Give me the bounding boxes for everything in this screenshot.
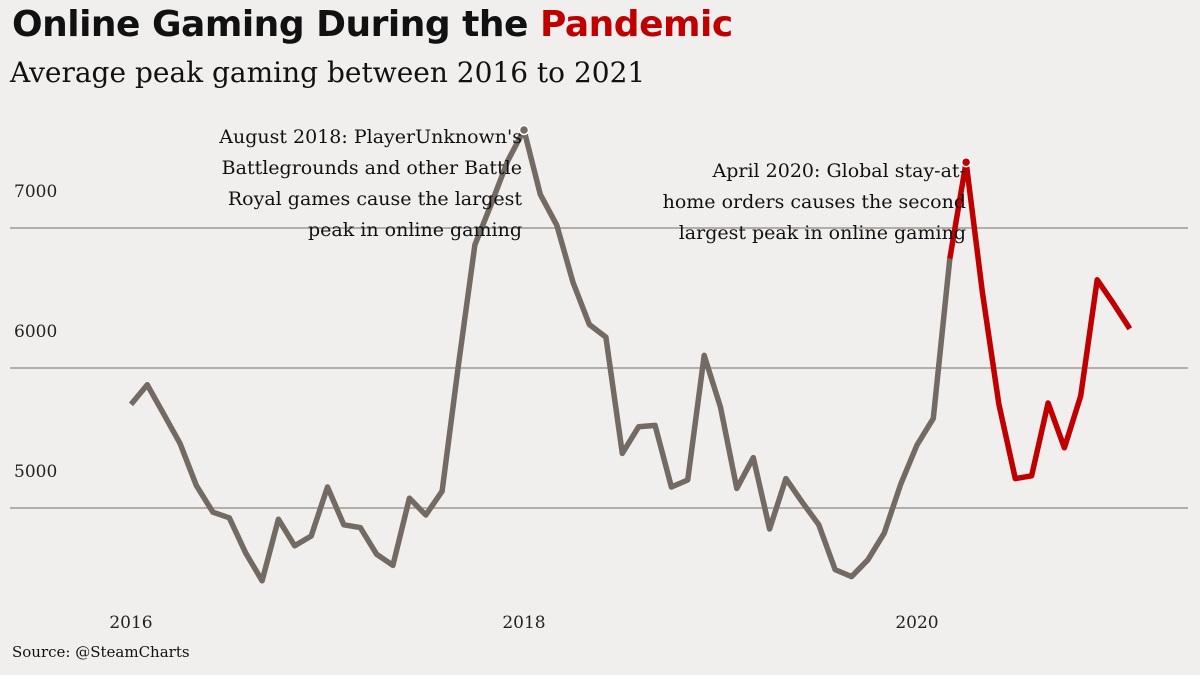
peak-marker bbox=[518, 124, 530, 136]
y-tick-label: 5000 bbox=[14, 462, 57, 482]
annotation-line: April 2020: Global stay-at- bbox=[711, 160, 966, 182]
annotation-line: Royal games cause the largest bbox=[228, 188, 523, 210]
annotation-line: August 2018: PlayerUnknown's bbox=[218, 126, 522, 148]
title-prefix: Online Gaming During the bbox=[12, 4, 540, 45]
series-line-pre-pandemic bbox=[128, 127, 953, 584]
chart-title: Online Gaming During the Pandemic bbox=[12, 4, 733, 45]
peak-marker bbox=[960, 156, 972, 168]
source-note: Source: @SteamCharts bbox=[12, 643, 190, 661]
annotation-line: largest peak in online gaming bbox=[679, 222, 966, 244]
annotation-line: peak in online gaming bbox=[308, 219, 522, 241]
x-tick-label: 2016 bbox=[109, 613, 152, 633]
y-tick-label: 6000 bbox=[14, 322, 57, 342]
annotation-line: Battlegrounds and other Battle bbox=[222, 157, 522, 179]
series-line-pandemic bbox=[947, 159, 1133, 482]
y-tick-label: 7000 bbox=[14, 182, 57, 202]
annotation-line: home orders causes the second bbox=[663, 191, 966, 213]
x-tick-label: 2020 bbox=[895, 613, 938, 633]
chart-subtitle: Average peak gaming between 2016 to 2021 bbox=[10, 56, 646, 89]
x-tick-label: 2018 bbox=[502, 613, 545, 633]
title-highlight: Pandemic bbox=[539, 4, 733, 45]
